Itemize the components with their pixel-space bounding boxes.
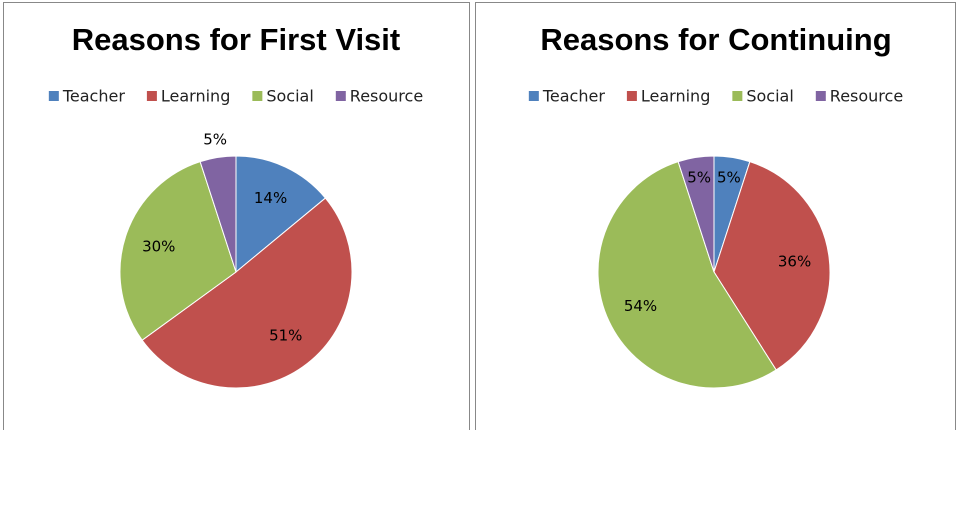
legend-swatch [146,91,157,101]
legend-label: Teacher [542,87,605,106]
pie-slice [677,155,715,273]
legend-label: Learning [641,87,710,106]
legend-swatch [335,91,346,101]
legend-label: Resource [830,87,903,106]
legend-label: Social [746,87,793,106]
data-label: 36% [778,252,811,270]
pie-slice [713,161,831,371]
data-label: 5% [203,131,227,149]
legend-swatch [815,91,826,101]
data-label: 54% [624,297,657,315]
legend-label: Teacher [62,87,125,106]
pie-slice [235,155,327,274]
chart-title: Reasons for Continuing [540,22,891,57]
pie-slice [199,155,237,273]
chart-title: Reasons for First Visit [72,22,400,57]
data-label: 5% [717,169,741,187]
panel-border [475,2,956,430]
legend-label: Resource [350,87,423,106]
data-label: 5% [687,169,711,187]
data-label: 30% [142,237,175,255]
legend-swatch [626,91,637,101]
legend-swatch [732,91,743,101]
pie-slice [119,161,237,341]
pie-slice [141,197,353,389]
legend-swatch [48,91,59,101]
legend-label: Learning [161,87,230,106]
legend-swatch [528,91,539,101]
data-label: 14% [254,189,287,207]
pie-slice [597,161,777,389]
legend-label: Social [266,87,313,106]
panel-border [3,2,470,430]
data-label: 51% [269,327,302,345]
legend-swatch [252,91,263,101]
